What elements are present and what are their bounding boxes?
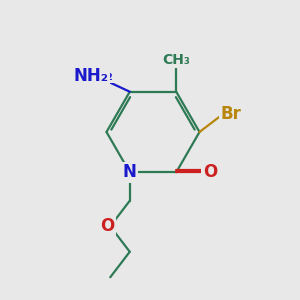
- Text: O: O: [203, 163, 217, 181]
- Text: O: O: [100, 217, 114, 235]
- Text: N: N: [89, 67, 103, 85]
- Text: H₂: H₂: [96, 69, 113, 83]
- Text: N: N: [123, 163, 137, 181]
- Text: Br: Br: [220, 105, 241, 123]
- Text: NH₂: NH₂: [73, 67, 108, 85]
- Text: CH₃: CH₃: [162, 53, 190, 67]
